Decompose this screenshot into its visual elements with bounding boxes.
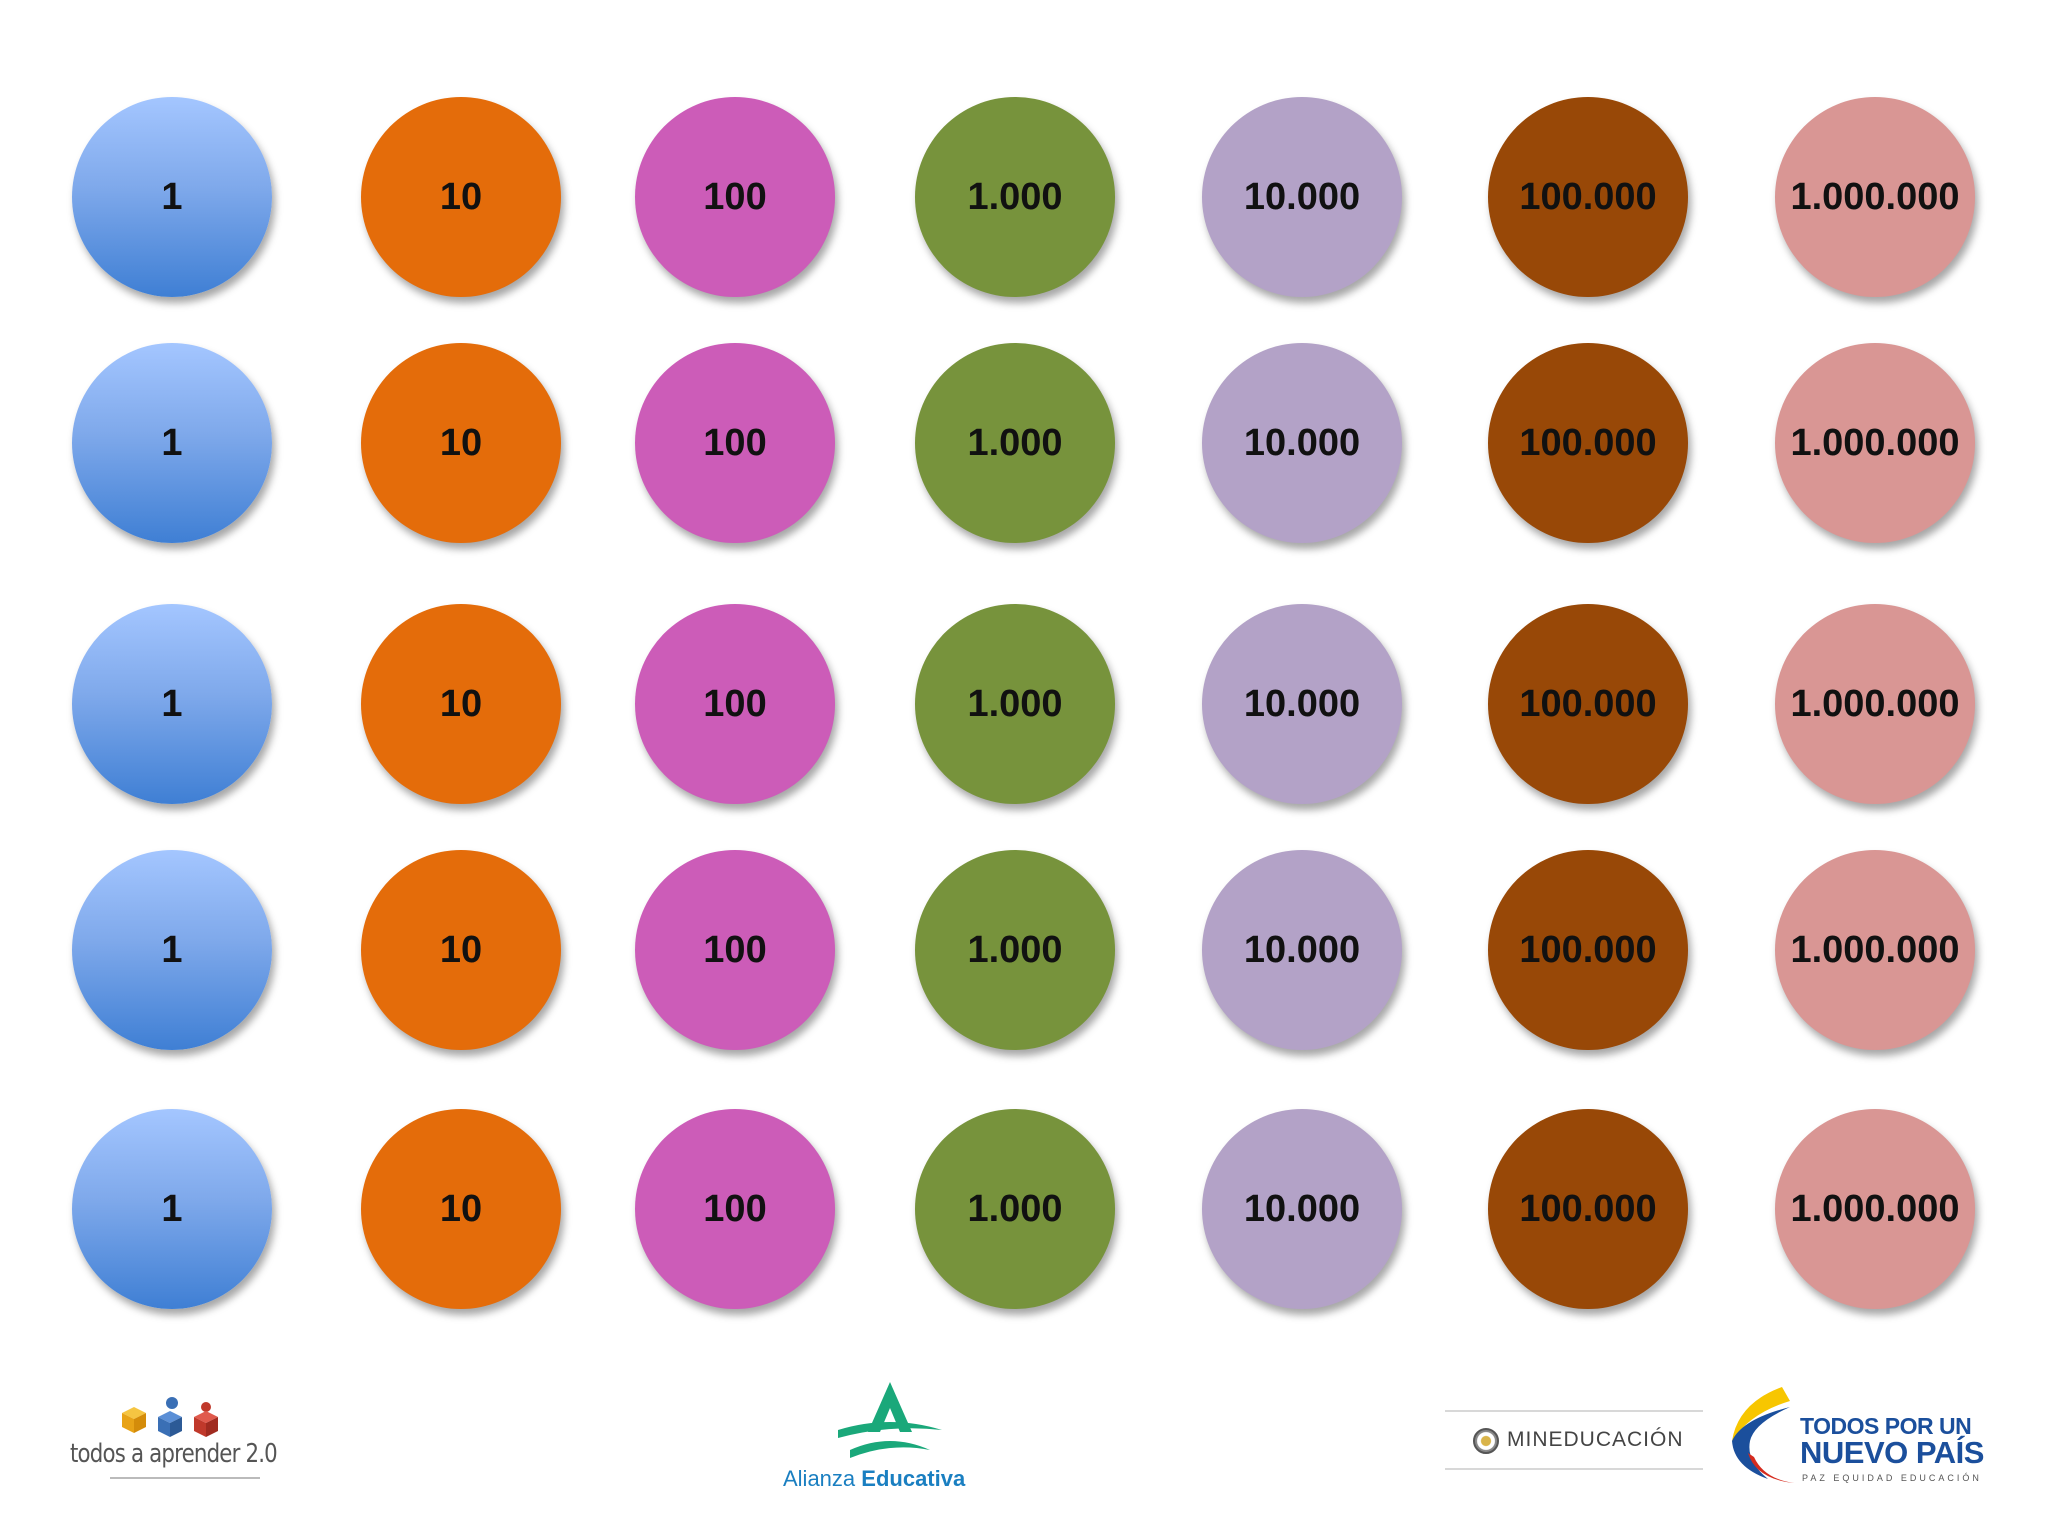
- token-label: 100: [703, 1187, 767, 1230]
- token-1: 1: [72, 1109, 272, 1309]
- token-label: 1.000: [967, 175, 1063, 218]
- mineducacion-text: MINEDUCACIÓN: [1507, 1428, 1684, 1451]
- paz-equidad-educacion-text: PAZ EQUIDAD EDUCACIÓN: [1802, 1473, 1982, 1483]
- token-1000000: 1.000.000: [1775, 604, 1975, 804]
- token-100000: 100.000: [1488, 604, 1688, 804]
- alianza-a-icon: [838, 1382, 942, 1458]
- token-100: 100: [635, 604, 835, 804]
- token-100000: 100.000: [1488, 850, 1688, 1050]
- token-label: 100: [703, 928, 767, 971]
- token-label: 10: [439, 928, 483, 971]
- token-1000: 1.000: [915, 97, 1115, 297]
- token-label: 1: [161, 1187, 183, 1230]
- token-label: 100.000: [1519, 682, 1657, 725]
- token-label: 1.000.000: [1790, 928, 1960, 971]
- token-1: 1: [72, 850, 272, 1050]
- cubes-icon: [122, 1397, 218, 1437]
- token-label: 1.000: [967, 682, 1063, 725]
- token-label: 10.000: [1243, 175, 1361, 218]
- token-label: 1.000: [967, 421, 1063, 464]
- alianza-educativa-text: Alianza Educativa: [783, 1466, 965, 1492]
- token-10000: 10.000: [1202, 343, 1402, 543]
- token-label: 10.000: [1243, 421, 1361, 464]
- token-100: 100: [635, 1109, 835, 1309]
- token-1000: 1.000: [915, 850, 1115, 1050]
- alianza-educativa-logo: Alianza Educativa: [775, 1380, 1005, 1495]
- flag-swoosh-icon: [1732, 1387, 1794, 1483]
- token-label: 1.000.000: [1790, 175, 1960, 218]
- token-10000: 10.000: [1202, 850, 1402, 1050]
- token-label: 100: [703, 175, 767, 218]
- token-1000: 1.000: [915, 604, 1115, 804]
- token-10000: 10.000: [1202, 604, 1402, 804]
- token-label: 1: [161, 175, 183, 218]
- token-label: 10: [439, 175, 483, 218]
- token-label: 10: [439, 682, 483, 725]
- token-100: 100: [635, 97, 835, 297]
- alianza-word: Alianza: [783, 1466, 856, 1491]
- token-1: 1: [72, 343, 272, 543]
- token-label: 1.000.000: [1790, 421, 1960, 464]
- token-10: 10: [361, 343, 561, 543]
- token-label: 1.000.000: [1790, 682, 1960, 725]
- token-label: 100.000: [1519, 1187, 1657, 1230]
- token-1000: 1.000: [915, 1109, 1115, 1309]
- token-100000: 100.000: [1488, 1109, 1688, 1309]
- token-10000: 10.000: [1202, 1109, 1402, 1309]
- token-1: 1: [72, 97, 272, 297]
- token-label: 100.000: [1519, 175, 1657, 218]
- token-100: 100: [635, 343, 835, 543]
- token-label: 1.000.000: [1790, 1187, 1960, 1230]
- token-10: 10: [361, 850, 561, 1050]
- token-10: 10: [361, 604, 561, 804]
- token-1: 1: [72, 604, 272, 804]
- token-1000000: 1.000.000: [1775, 1109, 1975, 1309]
- token-label: 100: [703, 421, 767, 464]
- token-100000: 100.000: [1488, 343, 1688, 543]
- mineducacion-logo: MINEDUCACIÓN: [1445, 1410, 1703, 1470]
- token-label: 10.000: [1243, 682, 1361, 725]
- nuevo-pais-text: NUEVO PAÍS: [1800, 1435, 1984, 1470]
- coat-of-arms-icon: [1473, 1428, 1499, 1454]
- todos-por-un-text: TODOS POR UN: [1800, 1413, 1972, 1439]
- token-1000000: 1.000.000: [1775, 343, 1975, 543]
- todos-por-un-nuevo-pais-logo: TODOS POR UN NUEVO PAÍS PAZ EQUIDAD EDUC…: [1720, 1383, 1984, 1493]
- token-label: 100.000: [1519, 421, 1657, 464]
- token-label: 10: [439, 1187, 483, 1230]
- educativa-word: Educativa: [861, 1466, 966, 1491]
- token-1000000: 1.000.000: [1775, 850, 1975, 1050]
- token-label: 10: [439, 421, 483, 464]
- token-10000: 10.000: [1202, 97, 1402, 297]
- token-100000: 100.000: [1488, 97, 1688, 297]
- divider: [110, 1477, 260, 1479]
- token-label: 100: [703, 682, 767, 725]
- token-label: 1: [161, 682, 183, 725]
- token-label: 1: [161, 421, 183, 464]
- token-1000000: 1.000.000: [1775, 97, 1975, 297]
- token-label: 10.000: [1243, 928, 1361, 971]
- token-label: 1.000: [967, 928, 1063, 971]
- token-10: 10: [361, 97, 561, 297]
- token-label: 1.000: [967, 1187, 1063, 1230]
- token-label: 10.000: [1243, 1187, 1361, 1230]
- todos-a-aprender-logo: todos a aprender 2.0: [70, 1395, 278, 1485]
- todos-a-aprender-text: todos a aprender 2.0: [70, 1439, 278, 1469]
- token-10: 10: [361, 1109, 561, 1309]
- token-label: 1: [161, 928, 183, 971]
- token-label: 100.000: [1519, 928, 1657, 971]
- token-1000: 1.000: [915, 343, 1115, 543]
- token-100: 100: [635, 850, 835, 1050]
